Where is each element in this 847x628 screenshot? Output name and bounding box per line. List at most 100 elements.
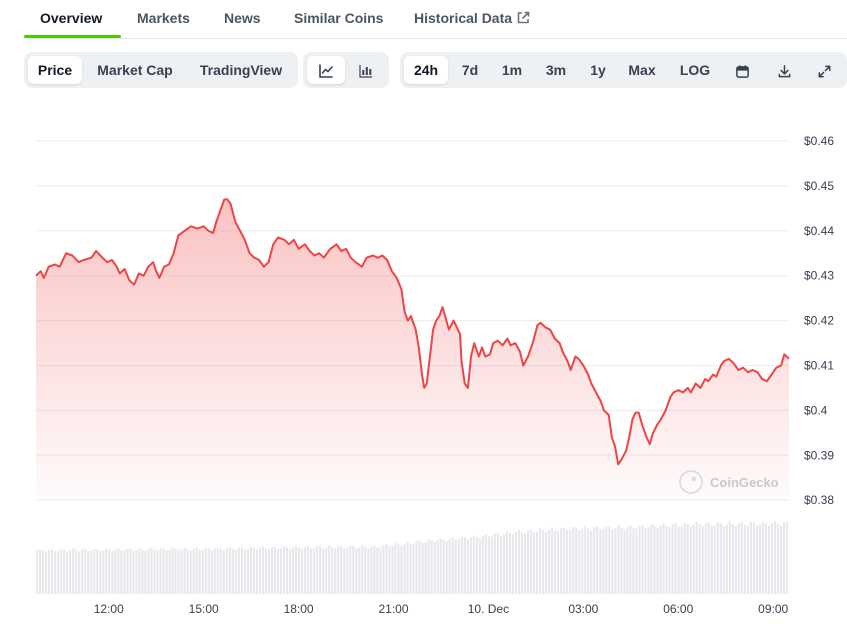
volume-bar bbox=[201, 549, 204, 594]
volume-bar bbox=[289, 548, 292, 594]
volume-bar bbox=[758, 524, 761, 594]
volume-bar bbox=[51, 549, 54, 594]
price-chart[interactable]: $0.46 $0.45 $0.44 $0.43 $0.42 $0.41 $0.4 $0.39 $… bbox=[0, 100, 847, 628]
volume-bar bbox=[304, 546, 307, 594]
volume-bar bbox=[222, 550, 225, 594]
tab-markets[interactable]: Markets bbox=[137, 10, 190, 26]
market-cap-tab[interactable]: Market Cap bbox=[97, 62, 173, 78]
volume-bar bbox=[252, 547, 255, 594]
volume-bar bbox=[48, 549, 51, 594]
tab-news[interactable]: News bbox=[224, 10, 261, 26]
volume-bar bbox=[114, 549, 117, 594]
volume-bar bbox=[481, 535, 484, 594]
range-3m-button[interactable]: 3m bbox=[545, 62, 567, 78]
volume-bar bbox=[198, 549, 201, 594]
volume-bar bbox=[511, 534, 515, 594]
volume-bar bbox=[391, 545, 394, 594]
volume-bar bbox=[548, 530, 551, 594]
volume-bar bbox=[361, 545, 364, 594]
download-button[interactable] bbox=[766, 56, 802, 84]
range-max-button[interactable]: Max bbox=[628, 62, 656, 78]
volume-bar bbox=[180, 549, 183, 594]
volume-bar bbox=[231, 549, 234, 594]
volume-bar bbox=[665, 526, 668, 594]
volume-bar bbox=[761, 521, 764, 594]
volume-bar bbox=[403, 543, 406, 594]
volume-bar bbox=[264, 548, 268, 594]
volume-bar bbox=[421, 542, 424, 594]
volume-bar bbox=[54, 551, 57, 594]
x-axis-labels: 12:00 15:00 18:00 21:00 10. Dec 03:00 06:00 09:… bbox=[94, 602, 789, 616]
volume-bar bbox=[78, 551, 81, 594]
log-scale-button[interactable]: LOG bbox=[679, 62, 711, 78]
volume-bar bbox=[641, 525, 644, 594]
volume-bar bbox=[430, 540, 433, 594]
volume-bar bbox=[298, 547, 301, 594]
volume-bar bbox=[499, 535, 502, 594]
volume-bar bbox=[210, 550, 213, 594]
volume-bar bbox=[138, 548, 141, 594]
volume-bar bbox=[72, 548, 75, 594]
download-icon bbox=[778, 64, 790, 78]
volume-bar bbox=[460, 536, 463, 594]
fullscreen-button[interactable] bbox=[806, 56, 842, 84]
volume-bar bbox=[587, 528, 590, 594]
range-1y-button[interactable]: 1y bbox=[590, 62, 606, 78]
volume-bar bbox=[520, 532, 524, 594]
tab-overview[interactable]: Overview bbox=[40, 10, 103, 26]
volume-bar bbox=[475, 536, 478, 594]
range-1m-button[interactable]: 1m bbox=[501, 62, 523, 78]
volume-bar bbox=[433, 542, 436, 594]
top-nav: Overview Markets News Similar Coins Hist… bbox=[24, 0, 847, 39]
volume-bar bbox=[605, 526, 608, 594]
tab-historical-data[interactable]: Historical Data bbox=[414, 10, 530, 26]
volume-bar bbox=[255, 549, 258, 594]
line-chart-button[interactable] bbox=[307, 56, 345, 84]
price-tab[interactable]: Price bbox=[28, 56, 82, 84]
y-tick-label: $0.41 bbox=[804, 359, 834, 373]
volume-bar bbox=[463, 537, 466, 594]
volume-bar bbox=[517, 530, 521, 594]
volume-bar bbox=[424, 542, 427, 594]
volume-bar bbox=[379, 547, 382, 594]
volume-bar bbox=[81, 549, 84, 594]
volume-bar bbox=[539, 528, 542, 594]
coingecko-logo-icon bbox=[679, 470, 703, 494]
volume-bar bbox=[617, 525, 620, 594]
volume-bar bbox=[144, 550, 147, 594]
range-24h-button[interactable]: 24h bbox=[404, 56, 448, 84]
volume-bar bbox=[36, 550, 39, 594]
volume-bar bbox=[237, 547, 240, 594]
candlestick-chart-icon bbox=[359, 65, 372, 78]
volume-bar bbox=[370, 546, 373, 594]
candlestick-chart-button[interactable] bbox=[347, 56, 385, 84]
volume-bar bbox=[457, 539, 460, 594]
volume-bar bbox=[126, 548, 129, 594]
volume-bar bbox=[352, 546, 355, 594]
volume-bar bbox=[535, 531, 539, 594]
volume-bar bbox=[45, 551, 48, 594]
tradingview-tab[interactable]: TradingView bbox=[199, 62, 283, 78]
volume-bar bbox=[75, 550, 78, 594]
volume-bar bbox=[436, 540, 439, 594]
volume-bar bbox=[427, 539, 430, 594]
volume-bar bbox=[469, 537, 472, 594]
y-tick-label: $0.43 bbox=[804, 269, 834, 283]
volume-bar bbox=[785, 521, 789, 594]
volume-bar bbox=[505, 531, 508, 594]
x-tick-label: 09:00 bbox=[758, 602, 788, 616]
volume-bar bbox=[87, 550, 90, 594]
volume-bar bbox=[737, 523, 740, 594]
volume-bar bbox=[662, 523, 665, 594]
range-7d-button[interactable]: 7d bbox=[461, 62, 479, 78]
volume-bar bbox=[782, 522, 786, 594]
tab-historical-data-label: Historical Data bbox=[414, 10, 513, 26]
volume-bar bbox=[418, 540, 421, 594]
chart-type-group bbox=[303, 52, 389, 88]
volume-bar bbox=[349, 545, 352, 594]
tab-similar-coins[interactable]: Similar Coins bbox=[294, 10, 384, 26]
volume-bar bbox=[397, 543, 400, 594]
volume-bar bbox=[325, 547, 328, 594]
calendar-button[interactable] bbox=[724, 56, 760, 84]
volume-bar bbox=[373, 545, 376, 594]
